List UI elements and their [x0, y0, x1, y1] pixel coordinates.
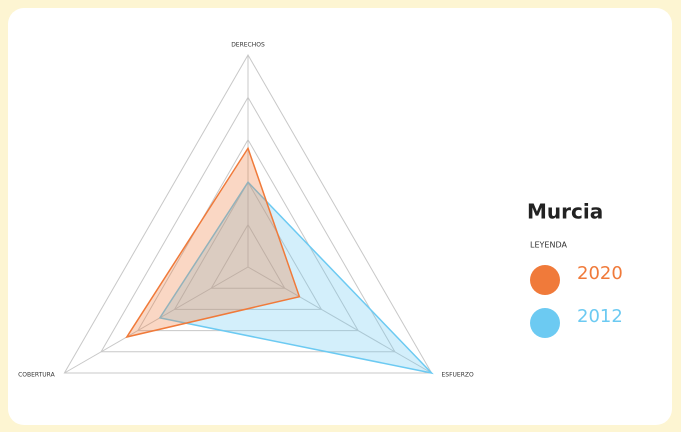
legend-swatch: [530, 308, 560, 338]
grid-ring: [210, 223, 286, 289]
series-area: [158, 180, 434, 375]
grid-ring: [100, 96, 396, 353]
legend-swatch: [530, 265, 560, 295]
axis-label: COBERTURA: [18, 372, 56, 379]
legend-title: LEYENDA: [530, 241, 567, 250]
axis-label: ESFUERZO: [441, 372, 474, 379]
series-area: [125, 146, 301, 339]
legend-label: 2020: [577, 263, 623, 284]
chart-title: Murcia: [527, 200, 603, 224]
axis-line: [64, 266, 249, 374]
axis-label: DERECHOS: [231, 42, 265, 49]
legend-label: 2012: [577, 306, 623, 327]
grid-ring: [63, 53, 433, 374]
axis-line: [247, 266, 432, 374]
